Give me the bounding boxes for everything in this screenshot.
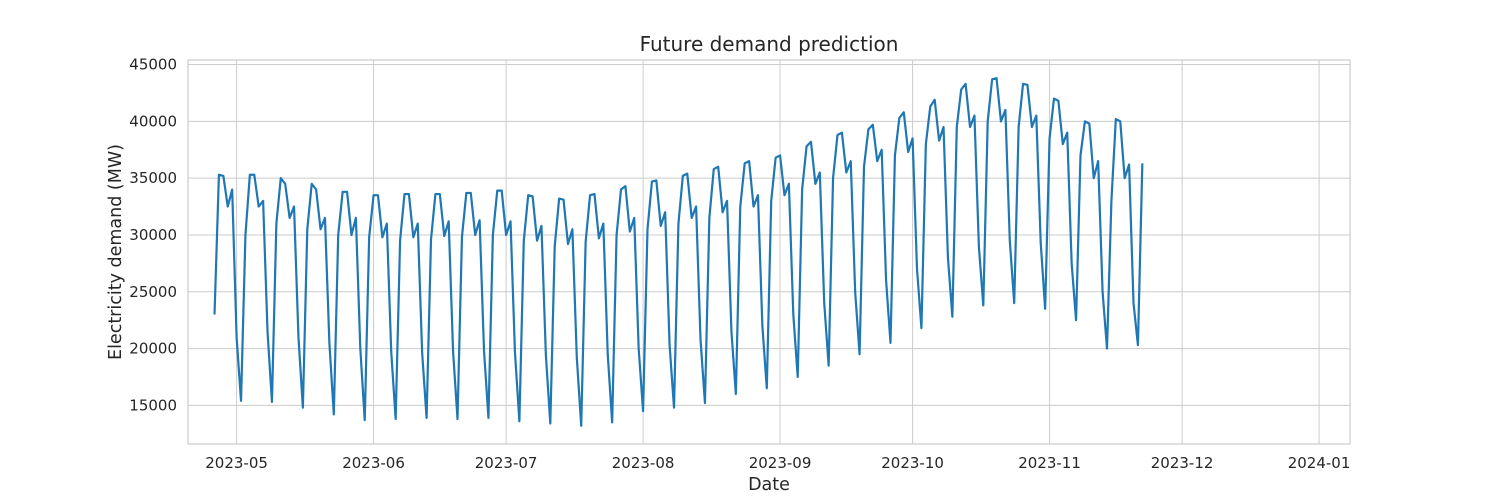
x-tick-label: 2023-08 <box>612 454 675 472</box>
x-tick-label: 2023-05 <box>205 454 268 472</box>
y-tick-label: 45000 <box>129 56 177 74</box>
x-tick-label: 2023-07 <box>475 454 538 472</box>
y-axis-label: Electricity demand (MW) <box>106 144 126 360</box>
x-tick-labels: 2023-05 2023-06 2023-07 2023-08 2023-09 2023-… <box>205 454 1350 472</box>
x-tick-label: 2023-12 <box>1151 454 1214 472</box>
plot-frame <box>187 59 1351 445</box>
x-tick-label: 2024-01 <box>1288 454 1351 472</box>
series-line-0 <box>213 77 1144 427</box>
y-tick-label: 25000 <box>129 283 177 301</box>
y-tick-label: 40000 <box>129 112 177 130</box>
x-axis-label: Date <box>748 475 790 495</box>
grid-layer <box>188 60 1350 444</box>
y-tick-label: 30000 <box>129 226 177 244</box>
x-tick-label: 2023-06 <box>342 454 405 472</box>
y-tick-label: 35000 <box>129 169 177 187</box>
series-layer <box>213 77 1144 427</box>
x-tick-label: 2023-11 <box>1018 454 1081 472</box>
x-tick-label: 2023-10 <box>881 454 944 472</box>
chart-title: Future demand prediction <box>640 32 899 56</box>
y-tick-label: 20000 <box>129 340 177 358</box>
x-tick-label: 2023-09 <box>749 454 812 472</box>
y-tick-label: 15000 <box>129 396 177 414</box>
y-tick-labels: 15000 20000 25000 30000 35000 40000 45000 <box>129 56 177 415</box>
